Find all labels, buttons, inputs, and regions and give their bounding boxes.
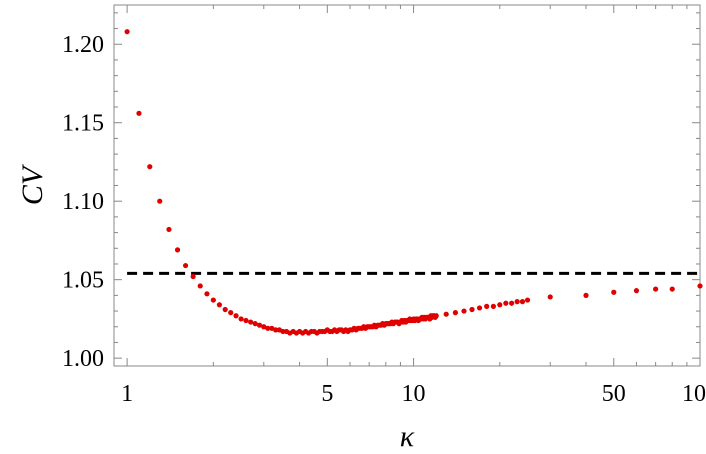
data-point	[210, 297, 216, 303]
x-tick-labels: 1 5 10 50 100	[121, 381, 706, 407]
data-point	[519, 299, 526, 305]
data-point	[222, 306, 228, 313]
data-point	[216, 302, 223, 308]
data-points	[124, 29, 703, 336]
data-point	[443, 311, 449, 317]
data-point	[248, 319, 254, 325]
x-tick-label: 10	[402, 381, 426, 407]
x-axis-label: κ	[400, 420, 415, 453]
y-tick-label: 1.15	[62, 111, 104, 137]
data-point	[452, 310, 459, 316]
data-point	[497, 302, 503, 308]
data-point	[547, 294, 553, 300]
data-point	[174, 247, 181, 253]
x-tick-label: 100	[682, 381, 706, 407]
data-point	[633, 288, 640, 294]
y-axis-label: CV	[16, 163, 49, 205]
data-point	[524, 297, 531, 303]
data-point	[238, 316, 244, 322]
data-point	[166, 226, 172, 233]
plot-frame	[113, 4, 701, 367]
data-point	[261, 324, 267, 330]
data-point	[514, 299, 520, 305]
data-point	[136, 110, 142, 116]
data-point	[197, 283, 203, 289]
y-tick-label: 1.00	[62, 346, 104, 372]
data-point	[490, 303, 497, 309]
data-point	[669, 286, 675, 292]
data-point	[583, 292, 589, 298]
y-tick-labels: 1.00 1.05 1.10 1.15 1.20	[62, 32, 104, 372]
data-point	[484, 303, 490, 309]
y-tick-label: 1.10	[62, 189, 104, 215]
data-point	[147, 164, 153, 170]
data-point	[182, 262, 189, 269]
data-point	[503, 300, 509, 306]
data-point	[243, 317, 249, 324]
data-point	[124, 29, 130, 35]
data-point	[509, 300, 515, 306]
data-point	[204, 291, 210, 297]
data-point	[265, 325, 271, 331]
data-point	[190, 273, 196, 280]
data-point	[697, 283, 703, 289]
x-tick-label: 1	[121, 381, 133, 407]
data-point	[433, 313, 439, 319]
data-point	[461, 308, 467, 314]
x-tick-label: 5	[321, 381, 333, 407]
data-point	[157, 198, 163, 204]
data-point	[228, 310, 234, 316]
data-point	[252, 321, 258, 327]
data-point	[256, 322, 263, 328]
axis-ticks	[114, 5, 701, 366]
data-point	[469, 306, 475, 313]
y-tick-label: 1.05	[62, 268, 104, 294]
data-point	[273, 327, 279, 333]
data-point	[233, 313, 239, 319]
x-tick-label: 50	[602, 381, 626, 407]
data-point	[653, 286, 659, 292]
y-tick-label: 1.20	[62, 32, 104, 58]
data-point	[611, 289, 617, 295]
data-point	[476, 305, 483, 311]
